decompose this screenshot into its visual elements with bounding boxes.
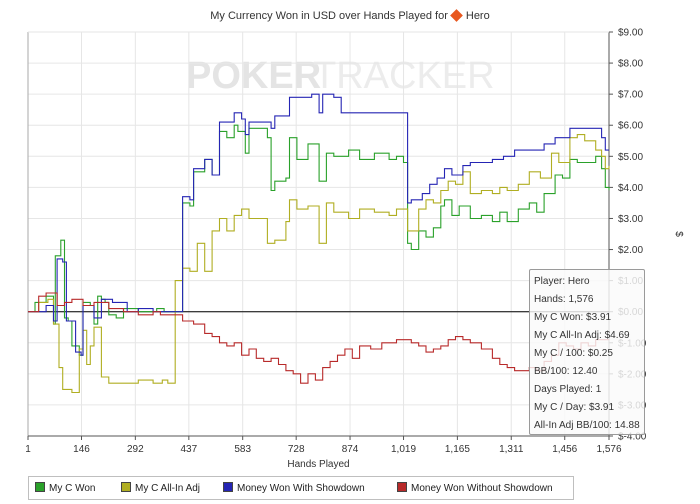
y-tick-label: $9.00 xyxy=(618,28,643,39)
tooltip-line: My C / Day: $3.91 xyxy=(534,402,615,413)
x-tick-label: 1,311 xyxy=(499,444,524,455)
x-axis-label: Hands Played xyxy=(287,459,349,470)
x-tick-label: 1 xyxy=(25,444,31,455)
tooltip-line: My C / 100: $0.25 xyxy=(534,348,613,359)
y-tick-label: $5.00 xyxy=(618,152,643,163)
player-stats-tooltip: Player: Hero Hands: 1,576 My C Won: $3.91 M… xyxy=(529,269,645,435)
y-tick-label: $8.00 xyxy=(618,59,643,70)
y-tick-label: $3.00 xyxy=(618,214,643,225)
tooltip-line: Days Played: 1 xyxy=(534,384,602,395)
tooltip-line: BB/100: 12.40 xyxy=(534,366,598,377)
legend-item-money-won-with-showdown[interactable]: Money Won With Showdown xyxy=(223,482,365,494)
tooltip-line: All-In Adj BB/100: 14.88 xyxy=(534,420,640,431)
y-axis-label: $ xyxy=(673,231,684,237)
x-tick-label: 292 xyxy=(127,444,144,455)
chart-legend: My C Won My C All-In Adj Money Won With Sh… xyxy=(28,476,574,500)
watermark-text-poker: POKER xyxy=(186,55,321,97)
chart-title-prefix: My Currency Won in USD over Hands Played… xyxy=(210,10,448,22)
chart-area: POKER TRACKER $9.00 $8.00 $7.00 $6.00 $5.00 $… xyxy=(25,28,684,471)
x-tick-label: 583 xyxy=(234,444,251,455)
x-tick-label: 1,456 xyxy=(552,444,577,455)
x-tick-label: 728 xyxy=(288,444,305,455)
x-tick-label: 1,019 xyxy=(391,444,416,455)
tooltip-line: Hands: 1,576 xyxy=(534,294,594,305)
chart-title-player: Hero xyxy=(465,10,490,22)
legend-item-my-c-won[interactable]: My C Won xyxy=(35,482,96,494)
legend-label: My C Won xyxy=(49,483,96,494)
legend-item-money-won-without-showdown[interactable]: Money Won Without Showdown xyxy=(397,482,553,494)
tooltip-line: Player: Hero xyxy=(534,276,590,287)
x-tick-label: 146 xyxy=(73,444,90,455)
tooltip-line: My C All-In Adj: $4.69 xyxy=(534,330,630,341)
chart-title: My Currency Won in USD over Hands Played… xyxy=(0,9,700,22)
legend-swatch xyxy=(223,482,233,492)
legend-label: My C All-In Adj xyxy=(135,483,201,494)
series-line-money-won-with-showdown xyxy=(28,93,609,356)
legend-label: Money Won With Showdown xyxy=(237,483,365,494)
legend-swatch xyxy=(35,482,45,492)
tooltip-line: My C Won: $3.91 xyxy=(534,312,612,323)
legend-item-my-c-all-in-adj[interactable]: My C All-In Adj xyxy=(121,482,200,494)
x-tick-label: 437 xyxy=(180,444,197,455)
y-tick-label: $2.00 xyxy=(618,245,643,256)
y-tick-label: $4.00 xyxy=(618,183,643,194)
pokertracker-watermark: POKER TRACKER xyxy=(186,55,495,97)
y-tick-label: $-4.00 xyxy=(618,432,647,443)
x-tick-label: 874 xyxy=(342,444,359,455)
legend-swatch xyxy=(397,482,407,492)
y-tick-label: $7.00 xyxy=(618,90,643,101)
series-line-money-won-without-showdown xyxy=(28,292,609,384)
y-tick-label: $6.00 xyxy=(618,121,643,132)
x-tick-label: 1,576 xyxy=(596,444,621,455)
series-line-my-c-won xyxy=(28,124,610,356)
legend-label: Money Won Without Showdown xyxy=(411,483,553,494)
series-line-my-c-all-in-adj xyxy=(28,134,610,394)
x-tick-label: 1,165 xyxy=(445,444,470,455)
legend-swatch xyxy=(121,482,131,492)
